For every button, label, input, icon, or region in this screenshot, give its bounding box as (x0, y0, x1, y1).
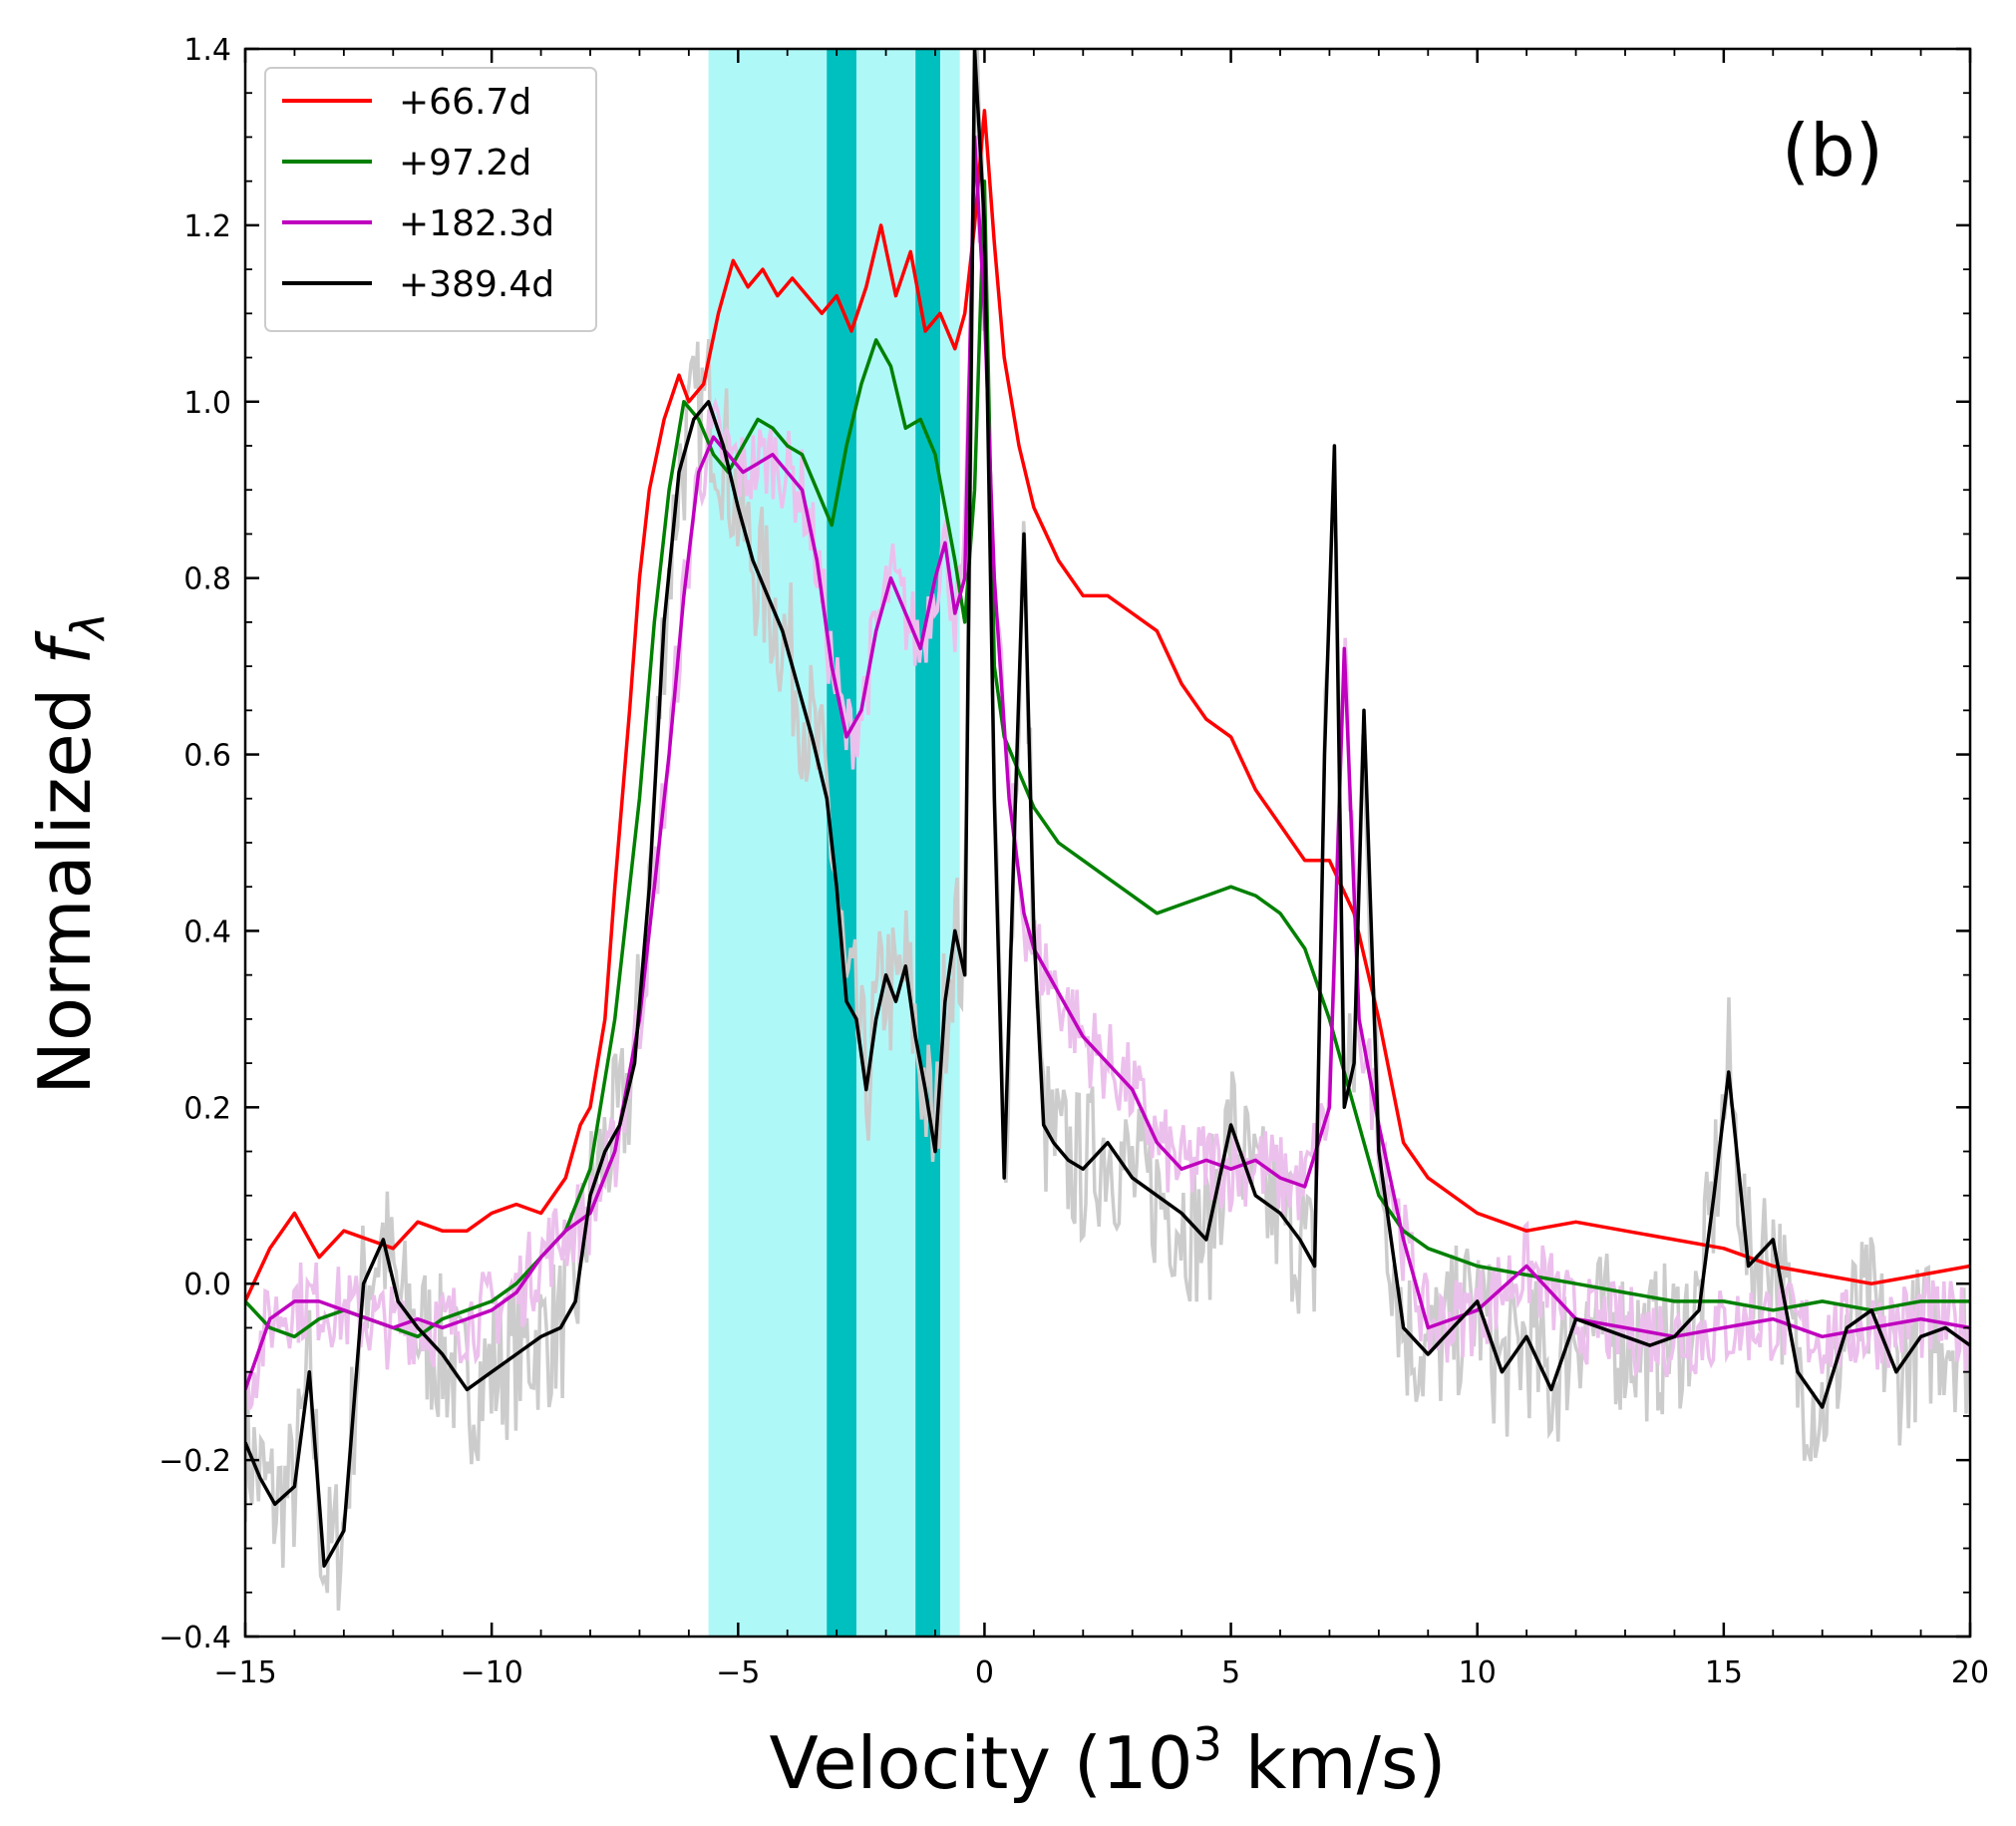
x-ticks: −15 −10 −5 0 5 10 15 20 (213, 49, 1989, 1690)
series-line-1 (245, 109, 1970, 1302)
x-tick-label: 5 (1221, 1655, 1240, 1690)
y-tick-label: 1.2 (183, 209, 231, 244)
legend-label: +66.7d (399, 82, 531, 123)
y-tick-label: 0.0 (183, 1268, 231, 1302)
shaded-velocity-bands (708, 49, 960, 1637)
y-axis-title: Normalized fλ (23, 612, 115, 1095)
legend-label: +182.3d (399, 203, 554, 244)
y-tick-label: −0.4 (159, 1621, 231, 1655)
y-tick-label: 0.4 (183, 914, 231, 949)
y-tick-label: 1.0 (183, 386, 231, 421)
y-ticks: −0.4 −0.2 0.0 0.2 0.4 0.6 0.8 1.0 1.2 1.4 (159, 33, 1970, 1655)
noise-line-1 (245, 49, 1970, 1612)
x-tick-label: −5 (716, 1655, 760, 1690)
x-tick-label: −10 (460, 1655, 522, 1690)
legend: +66.7d +97.2d +182.3d +389.4d (264, 67, 597, 332)
y-tick-label: 0.6 (183, 739, 231, 774)
x-tick-label: 10 (1459, 1655, 1497, 1690)
dark-band-2 (915, 49, 940, 1637)
legend-label: +389.4d (399, 264, 554, 305)
legend-box (264, 67, 597, 332)
series-line-4 (245, 49, 1970, 1568)
series-line-3 (245, 135, 1970, 1390)
x-axis-title: Velocity (103 km/s) (770, 1717, 1447, 1805)
x-tick-label: 0 (975, 1655, 994, 1690)
y-tick-label: −0.2 (159, 1444, 231, 1479)
y-tick-label: 0.8 (183, 562, 231, 597)
series-lines (245, 49, 1970, 1568)
background-noise-spectra (245, 49, 1970, 1612)
x-tick-label: 20 (1951, 1655, 1989, 1690)
y-tick-label: 0.2 (183, 1091, 231, 1126)
noise-line-2 (245, 133, 1970, 1410)
y-tick-label: 1.4 (183, 33, 231, 68)
legend-label: +97.2d (399, 143, 531, 183)
x-tick-label: 15 (1705, 1655, 1743, 1690)
panel-label: (b) (1782, 109, 1883, 192)
x-tick-label: −15 (213, 1655, 276, 1690)
